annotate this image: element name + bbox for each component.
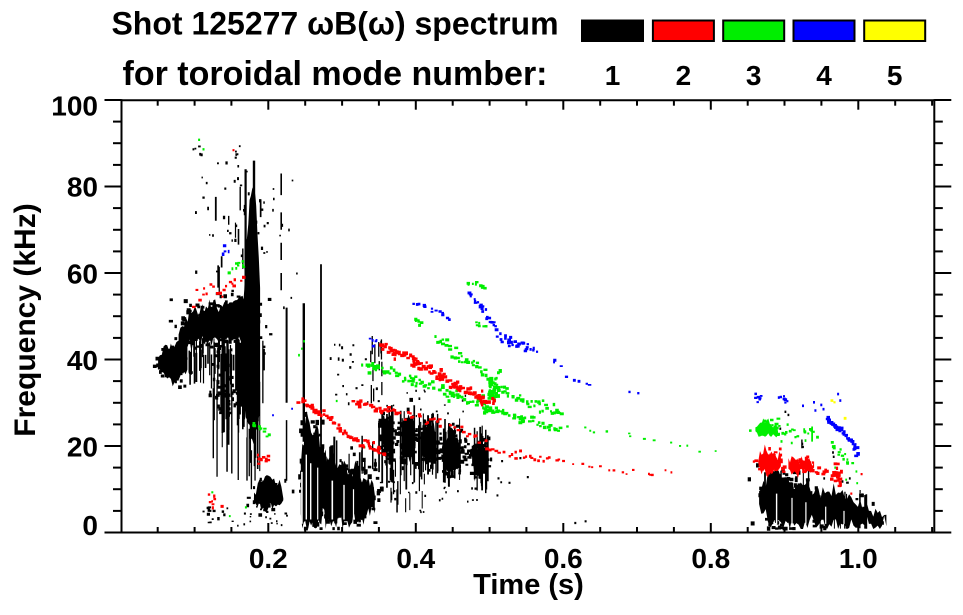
svg-text:40: 40 (67, 345, 98, 376)
svg-text:60: 60 (67, 258, 98, 289)
svg-text:3: 3 (746, 60, 762, 91)
svg-text:0.2: 0.2 (249, 543, 288, 574)
svg-text:Shot 125277 ωB(ω) spectrum: Shot 125277 ωB(ω) spectrum (111, 6, 558, 42)
svg-text:1.0: 1.0 (839, 543, 878, 574)
svg-text:0.8: 0.8 (691, 543, 730, 574)
svg-text:5: 5 (887, 60, 903, 91)
svg-text:Frequency (kHz): Frequency (kHz) (9, 203, 42, 436)
svg-text:0.4: 0.4 (396, 543, 435, 574)
svg-text:4: 4 (816, 60, 832, 91)
svg-text:1: 1 (605, 60, 621, 91)
svg-text:0: 0 (82, 510, 98, 541)
svg-text:2: 2 (676, 60, 692, 91)
svg-text:20: 20 (67, 431, 98, 462)
svg-text:0.6: 0.6 (544, 543, 583, 574)
svg-text:Time (s): Time (s) (473, 569, 584, 601)
svg-text:80: 80 (67, 172, 98, 203)
svg-text:100: 100 (51, 91, 98, 122)
svg-text:for toroidal mode number:: for toroidal mode number: (123, 55, 548, 93)
